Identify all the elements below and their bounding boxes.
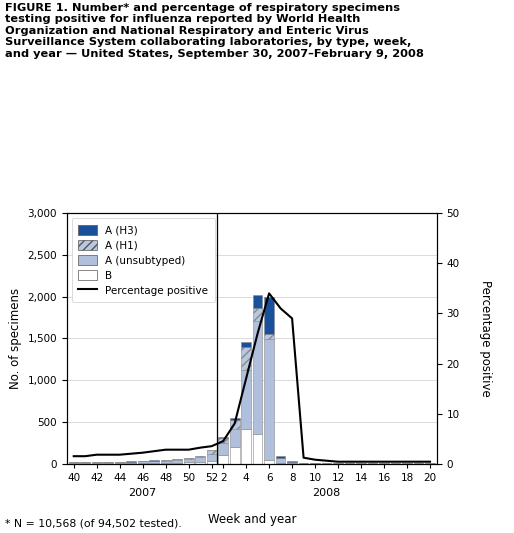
Bar xyxy=(207,461,216,464)
Bar xyxy=(115,462,124,464)
Bar xyxy=(230,421,240,429)
Bar xyxy=(287,462,297,464)
Bar xyxy=(184,459,194,463)
Bar xyxy=(195,456,205,457)
Bar xyxy=(253,434,263,464)
Bar xyxy=(207,454,216,461)
Bar xyxy=(138,462,148,463)
Bar xyxy=(264,297,274,334)
Bar xyxy=(264,334,274,339)
Bar xyxy=(276,456,285,458)
Text: 2008: 2008 xyxy=(313,488,341,498)
Bar xyxy=(276,458,285,463)
Bar xyxy=(253,295,263,308)
Bar xyxy=(184,463,194,464)
Bar xyxy=(172,459,182,460)
Bar xyxy=(172,460,182,463)
Text: FIGURE 1. Number* and percentage of respiratory specimens
testing positive for i: FIGURE 1. Number* and percentage of resp… xyxy=(5,3,424,59)
Bar xyxy=(241,429,251,464)
Bar xyxy=(172,463,182,464)
Legend: A (H3), A (H1), A (unsubtyped), B, Percentage positive: A (H3), A (H1), A (unsubtyped), B, Perce… xyxy=(72,219,215,302)
X-axis label: Week and year: Week and year xyxy=(208,513,296,526)
Bar xyxy=(149,461,159,463)
Bar xyxy=(218,455,228,464)
Bar xyxy=(161,461,171,463)
Bar xyxy=(126,462,136,463)
Bar xyxy=(264,339,274,460)
Bar xyxy=(161,463,171,464)
Bar xyxy=(241,370,251,429)
Bar xyxy=(195,457,205,462)
Bar xyxy=(161,460,171,461)
Bar xyxy=(80,462,90,464)
Y-axis label: Percentage positive: Percentage positive xyxy=(479,280,492,397)
Bar xyxy=(253,321,263,434)
Bar xyxy=(276,463,285,464)
Bar xyxy=(195,462,205,464)
Bar xyxy=(241,347,251,370)
Bar xyxy=(218,443,228,455)
Text: 2007: 2007 xyxy=(128,488,157,498)
Bar xyxy=(218,437,228,438)
Bar xyxy=(230,418,240,421)
Bar xyxy=(241,342,251,347)
Bar xyxy=(230,447,240,464)
Bar xyxy=(184,458,194,459)
Bar xyxy=(264,460,274,464)
Bar xyxy=(92,462,102,464)
Bar xyxy=(149,463,159,464)
Bar xyxy=(207,450,216,454)
Y-axis label: No. of specimens: No. of specimens xyxy=(9,288,22,389)
Bar xyxy=(218,438,228,443)
Bar xyxy=(253,308,263,321)
Bar xyxy=(69,462,79,464)
Text: * N = 10,568 (of 94,502 tested).: * N = 10,568 (of 94,502 tested). xyxy=(5,519,182,529)
Bar xyxy=(230,429,240,447)
Bar xyxy=(103,462,113,464)
